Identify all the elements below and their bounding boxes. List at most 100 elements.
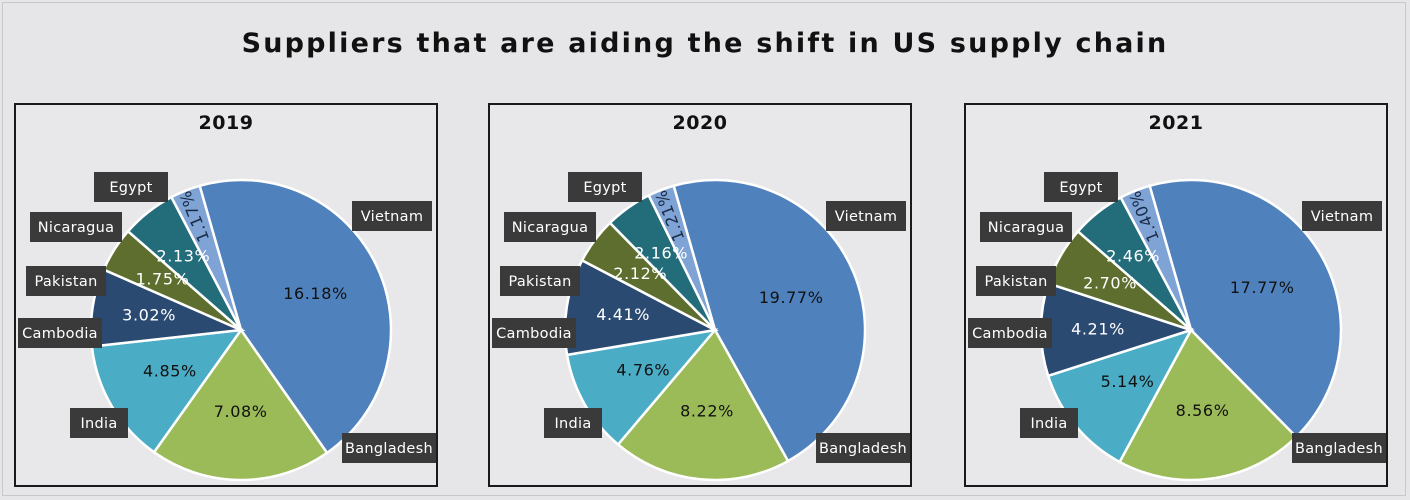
category-label-egypt: Egypt <box>568 172 642 202</box>
category-label-india: India <box>70 408 128 438</box>
pie-chart-2021: 17.77% Vietnam 8.56% Bangladesh 5.14% India 4.… <box>968 172 1386 482</box>
category-label-box <box>816 433 910 463</box>
category-label-text: Egypt <box>109 180 152 196</box>
data-label-bangladesh: 8.56% <box>1176 401 1230 420</box>
category-label-box <box>568 172 642 202</box>
category-label-text: Nicaragua <box>988 220 1065 236</box>
category-label-text: India <box>80 416 117 432</box>
category-label-text: Pakistan <box>34 274 97 290</box>
category-label-box <box>492 318 576 348</box>
pie-slice-cambodia <box>563 258 719 357</box>
category-label-text: Nicaragua <box>512 220 589 236</box>
category-label-pakistan: Pakistan <box>26 266 106 296</box>
data-label-vietnam: 19.77% <box>759 288 824 307</box>
category-label-text: India <box>554 416 591 432</box>
category-label-box <box>1020 408 1078 438</box>
data-label-cambodia: 4.21% <box>1071 319 1125 338</box>
category-label-bangladesh: Bangladesh <box>816 433 910 463</box>
category-label-text: Vietnam <box>361 209 424 225</box>
category-label-box <box>342 433 436 463</box>
data-label-nicaragua: 2.13% <box>156 247 210 266</box>
data-label-india: 5.14% <box>1101 372 1155 391</box>
category-label-box <box>18 318 102 348</box>
category-label-text: Egypt <box>583 180 626 196</box>
data-label-bangladesh: 7.08% <box>214 402 268 421</box>
category-label-text: Pakistan <box>984 274 1047 290</box>
category-label-text: Cambodia <box>22 326 98 342</box>
pie-slice-vietnam <box>672 178 867 463</box>
category-label-text: Bangladesh <box>819 441 907 457</box>
pie-title-2019: 2019 <box>198 112 254 134</box>
category-label-india: India <box>1020 408 1078 438</box>
category-label-box <box>544 408 602 438</box>
category-label-nicaragua: Nicaragua <box>30 212 122 242</box>
pie-panel-2020: 2020 19.77% Vietnam 8.22% Bangladesh 4.76% In… <box>488 103 912 487</box>
data-label-cambodia: 3.02% <box>122 305 176 324</box>
chart-main-title: Suppliers that are aiding the shift in U… <box>241 28 1169 59</box>
category-label-text: India <box>1030 416 1067 432</box>
data-label-india: 4.76% <box>616 360 670 379</box>
pie-slice-egypt <box>1119 184 1193 331</box>
category-label-box <box>968 318 1052 348</box>
category-label-pakistan: Pakistan <box>976 266 1056 296</box>
pie-slice-india <box>90 328 244 454</box>
category-label-text: Vietnam <box>1311 209 1374 225</box>
category-label-text: Egypt <box>1059 180 1102 196</box>
pie-slice-egypt <box>169 184 243 331</box>
category-label-bangladesh: Bangladesh <box>342 433 436 463</box>
category-label-text: Pakistan <box>508 274 571 290</box>
pie-slice-bangladesh <box>616 327 790 482</box>
pie-panel-2021: 2021 17.77% Vietnam 8.56% Bangladesh 5.14% In… <box>964 103 1388 487</box>
data-label-vietnam: 17.77% <box>1230 278 1295 297</box>
pie-slice-vietnam <box>1148 178 1343 439</box>
category-label-box <box>70 408 128 438</box>
pie-title-2021: 2021 <box>1148 112 1204 134</box>
data-label-pakistan: 1.75% <box>136 270 190 289</box>
category-label-india: India <box>544 408 602 438</box>
pie-slice-bangladesh <box>1117 327 1298 482</box>
pie-slice-bangladesh <box>152 327 329 482</box>
category-label-text: Bangladesh <box>1295 441 1383 457</box>
pie-slice-vietnam <box>198 178 393 455</box>
category-label-box <box>1292 433 1386 463</box>
category-label-text: Bangladesh <box>345 441 433 457</box>
category-label-box <box>1302 201 1382 231</box>
category-label-text: Nicaragua <box>38 220 115 236</box>
category-label-box <box>352 201 432 231</box>
category-label-box <box>1044 172 1118 202</box>
pie-panel-2019: 2019 16.18% Vietnam 7.08% Bangladesh 4.85% In… <box>14 103 438 487</box>
category-label-egypt: Egypt <box>1044 172 1118 202</box>
category-label-box <box>980 212 1072 242</box>
pie-chart-2020: 19.77% Vietnam 8.22% Bangladesh 4.76% India 4.… <box>492 172 910 482</box>
category-label-box <box>976 266 1056 296</box>
pie-chart-2019: 16.18% Vietnam 7.08% Bangladesh 4.85% India 3.… <box>18 172 436 482</box>
category-label-pakistan: Pakistan <box>500 266 580 296</box>
category-label-box <box>500 266 580 296</box>
data-label-cambodia: 4.41% <box>596 305 650 324</box>
data-label-pakistan: 2.12% <box>613 264 667 283</box>
data-label-vietnam: 16.18% <box>283 284 348 303</box>
pie-slice-india <box>565 328 719 447</box>
data-label-nicaragua: 2.16% <box>634 244 688 263</box>
category-label-box <box>26 266 106 296</box>
category-label-box <box>504 212 596 242</box>
category-label-cambodia: Cambodia <box>18 318 102 348</box>
category-label-text: Cambodia <box>496 326 572 342</box>
category-label-cambodia: Cambodia <box>968 318 1052 348</box>
pie-title-2020: 2020 <box>672 112 728 134</box>
category-label-vietnam: Vietnam <box>1302 201 1382 231</box>
category-label-text: Cambodia <box>972 326 1048 342</box>
category-label-text: Vietnam <box>835 209 898 225</box>
category-label-vietnam: Vietnam <box>826 201 906 231</box>
category-label-nicaragua: Nicaragua <box>504 212 596 242</box>
category-label-box <box>826 201 906 231</box>
category-label-bangladesh: Bangladesh <box>1292 433 1386 463</box>
data-label-pakistan: 2.70% <box>1083 274 1137 293</box>
category-label-box <box>30 212 122 242</box>
category-label-box <box>94 172 168 202</box>
category-label-egypt: Egypt <box>94 172 168 202</box>
data-label-india: 4.85% <box>143 361 197 380</box>
data-label-nicaragua: 2.46% <box>1106 247 1160 266</box>
category-label-vietnam: Vietnam <box>352 201 432 231</box>
